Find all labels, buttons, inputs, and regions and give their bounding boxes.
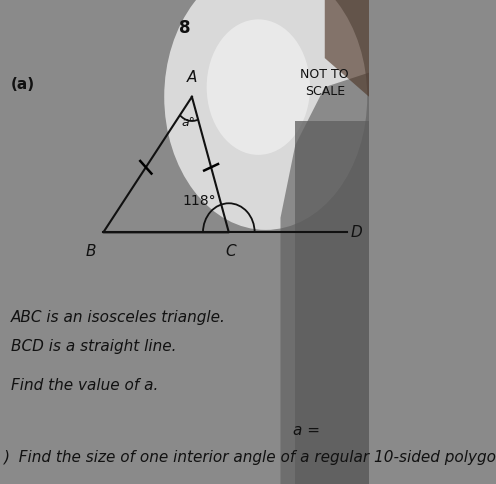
Text: ABC is an isosceles triangle.: ABC is an isosceles triangle. [11, 310, 226, 325]
Ellipse shape [207, 19, 310, 155]
Text: A: A [186, 70, 197, 85]
Text: C: C [225, 244, 236, 259]
Polygon shape [325, 0, 369, 97]
Ellipse shape [164, 0, 367, 230]
Text: a°: a° [181, 117, 195, 130]
Polygon shape [280, 73, 369, 484]
Text: D: D [351, 225, 363, 240]
Text: Find the value of a.: Find the value of a. [11, 378, 158, 393]
Text: (a): (a) [11, 77, 35, 92]
Text: NOT TO
SCALE: NOT TO SCALE [301, 68, 349, 98]
Text: a =: a = [293, 424, 325, 438]
FancyBboxPatch shape [295, 121, 369, 484]
Text: 8: 8 [179, 19, 190, 37]
Text: )  Find the size of one interior angle of a regular 10-sided polygon.: ) Find the size of one interior angle of… [3, 450, 496, 465]
Text: BCD is a straight line.: BCD is a straight line. [11, 339, 177, 354]
Text: 118°: 118° [183, 194, 216, 208]
Text: B: B [85, 244, 96, 259]
